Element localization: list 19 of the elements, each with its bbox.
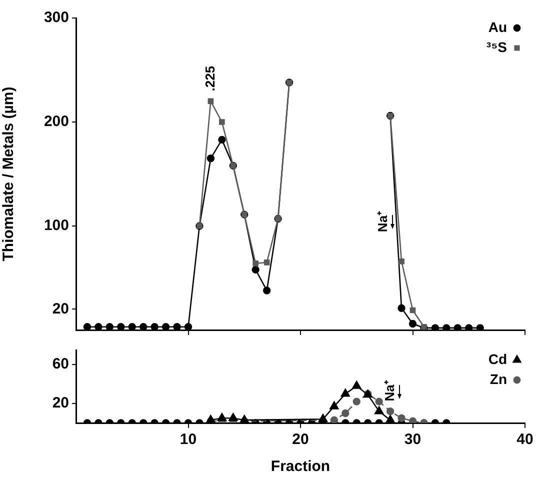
y-tick-label: 20 <box>52 300 69 318</box>
x-tick-label: 40 <box>516 431 534 448</box>
y-tick-label: 100 <box>44 217 69 234</box>
y-axis-title: Thiomalate / Metals (µm) <box>0 86 18 262</box>
x-tick-label: 30 <box>404 431 422 448</box>
x-tick-label: 20 <box>292 431 309 448</box>
legend-label: Au <box>488 18 507 35</box>
y-tick-label: 300 <box>44 9 69 26</box>
annotation: .225 <box>202 66 218 92</box>
y-tick-label: 20 <box>52 394 69 412</box>
x-axis-title: Fraction <box>270 458 330 476</box>
legend-label: Cd <box>488 350 507 367</box>
x-tick-label: 10 <box>180 431 197 448</box>
annotation: Na⁺ <box>375 210 390 232</box>
legend-label: Zn <box>490 370 507 387</box>
y-tick-label: 200 <box>44 113 69 130</box>
y-tick-label: 60 <box>52 356 69 373</box>
legend-label: ³⁵S <box>486 38 507 55</box>
annotation: Na⁺ <box>382 380 397 402</box>
